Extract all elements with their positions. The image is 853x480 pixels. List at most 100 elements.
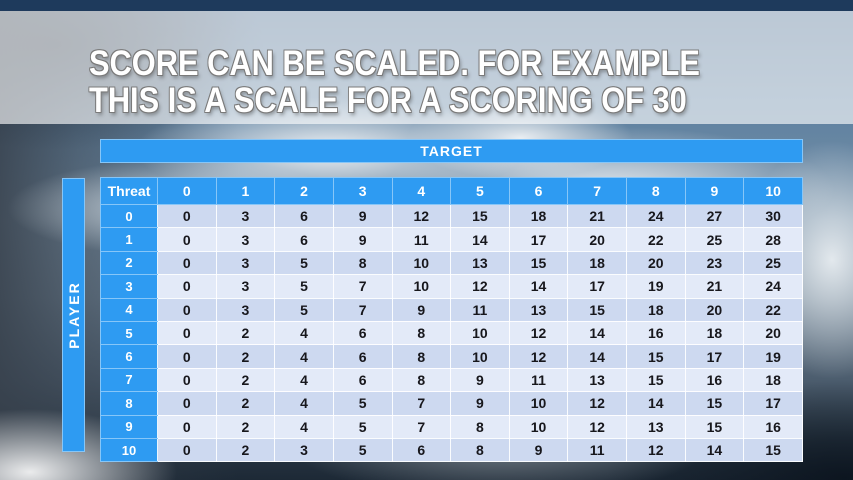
score-cell: 20 bbox=[684, 297, 745, 322]
score-cell: 25 bbox=[743, 250, 803, 276]
score-cell: 0 bbox=[157, 250, 217, 276]
score-cell: 0 bbox=[157, 414, 217, 439]
score-cell: 6 bbox=[332, 320, 393, 346]
threat-corner-header: Threat bbox=[100, 177, 158, 205]
score-cell: 4 bbox=[274, 344, 334, 369]
score-cell: 14 bbox=[567, 344, 627, 369]
target-column-header: 0 bbox=[157, 177, 217, 205]
score-cell: 17 bbox=[684, 344, 745, 369]
score-cell: 8 bbox=[450, 437, 510, 463]
score-cell: 6 bbox=[332, 367, 393, 393]
score-cell: 19 bbox=[626, 274, 686, 299]
score-cell: 18 bbox=[508, 203, 569, 229]
score-cell: 7 bbox=[391, 414, 452, 439]
score-cell: 15 bbox=[626, 367, 686, 393]
player-row-header: 6 bbox=[100, 344, 158, 369]
score-cell: 14 bbox=[684, 437, 745, 463]
score-cell: 21 bbox=[567, 203, 627, 229]
score-cell: 15 bbox=[684, 414, 745, 439]
score-cell: 6 bbox=[274, 203, 334, 229]
player-label: PLAYER bbox=[65, 281, 82, 349]
score-cell: 15 bbox=[450, 203, 510, 229]
score-cell: 3 bbox=[215, 250, 276, 276]
score-cell: 6 bbox=[274, 227, 334, 252]
score-cell: 24 bbox=[626, 203, 686, 229]
player-row-header: 2 bbox=[100, 250, 158, 276]
score-cell: 2 bbox=[215, 344, 276, 369]
score-cell: 4 bbox=[274, 391, 334, 416]
score-cell: 0 bbox=[157, 344, 217, 369]
score-cell: 16 bbox=[684, 367, 745, 393]
target-axis-header: TARGET bbox=[100, 139, 803, 163]
score-cell: 10 bbox=[508, 391, 569, 416]
player-row-header: 8 bbox=[100, 391, 158, 416]
table-row: 9 0 2 4 5 7 8 10 12 13 15 16 bbox=[100, 414, 803, 439]
score-cell: 14 bbox=[508, 274, 569, 299]
score-cell: 5 bbox=[332, 414, 393, 439]
score-cell: 14 bbox=[450, 227, 510, 252]
score-cell: 8 bbox=[450, 414, 510, 439]
score-cell: 4 bbox=[274, 367, 334, 393]
score-cell: 19 bbox=[743, 344, 803, 369]
score-cell: 17 bbox=[743, 391, 803, 416]
score-cell: 15 bbox=[743, 437, 803, 463]
score-cell: 8 bbox=[391, 367, 452, 393]
target-column-header: 10 bbox=[743, 177, 803, 205]
slide-title: SCORE CAN BE SCALED. FOR EXAMPLE THIS IS… bbox=[89, 45, 783, 119]
target-column-header: 2 bbox=[274, 177, 334, 205]
score-cell: 6 bbox=[391, 437, 452, 463]
score-cell: 3 bbox=[274, 437, 334, 463]
player-row-header: 9 bbox=[100, 414, 158, 439]
score-cell: 13 bbox=[626, 414, 686, 439]
score-cell: 7 bbox=[391, 391, 452, 416]
score-cell: 13 bbox=[508, 297, 569, 322]
top-accent-bar bbox=[0, 0, 853, 11]
table-row: 7 0 2 4 6 8 9 11 13 15 16 18 bbox=[100, 367, 803, 393]
score-cell: 2 bbox=[215, 391, 276, 416]
score-cell: 13 bbox=[567, 367, 627, 393]
score-cell: 28 bbox=[743, 227, 803, 252]
score-cell: 15 bbox=[626, 344, 686, 369]
score-cell: 0 bbox=[157, 367, 217, 393]
score-cell: 5 bbox=[332, 437, 393, 463]
player-axis-header: PLAYER bbox=[62, 178, 85, 452]
table-row: 0 0 3 6 9 12 15 18 21 24 27 30 bbox=[100, 203, 803, 229]
score-cell: 18 bbox=[743, 367, 803, 393]
player-row-header: 5 bbox=[100, 320, 158, 346]
score-cell: 0 bbox=[157, 391, 217, 416]
score-cell: 27 bbox=[684, 203, 745, 229]
scoring-table: Threat 0 1 2 3 4 5 6 7 8 9 10 0 0 3 6 9 12 15 18 21 24 27 30 1 0 3… bbox=[100, 177, 803, 463]
score-cell: 15 bbox=[508, 250, 569, 276]
score-cell: 15 bbox=[684, 391, 745, 416]
score-cell: 10 bbox=[391, 250, 452, 276]
score-cell: 12 bbox=[508, 344, 569, 369]
table-row: 4 0 3 5 7 9 11 13 15 18 20 22 bbox=[100, 297, 803, 322]
score-cell: 8 bbox=[332, 250, 393, 276]
score-cell: 0 bbox=[157, 297, 217, 322]
score-cell: 9 bbox=[508, 437, 569, 463]
score-cell: 12 bbox=[391, 203, 452, 229]
target-column-header: 1 bbox=[215, 177, 276, 205]
score-cell: 10 bbox=[391, 274, 452, 299]
score-cell: 17 bbox=[508, 227, 569, 252]
player-row-header: 10 bbox=[100, 437, 158, 463]
score-cell: 0 bbox=[157, 437, 217, 463]
score-cell: 0 bbox=[157, 227, 217, 252]
table-header-row: Threat 0 1 2 3 4 5 6 7 8 9 10 bbox=[100, 177, 803, 205]
score-cell: 4 bbox=[274, 320, 334, 346]
score-cell: 7 bbox=[332, 274, 393, 299]
player-row-header: 4 bbox=[100, 297, 158, 322]
score-cell: 12 bbox=[450, 274, 510, 299]
score-cell: 0 bbox=[157, 320, 217, 346]
score-cell: 10 bbox=[450, 344, 510, 369]
score-cell: 13 bbox=[450, 250, 510, 276]
score-cell: 5 bbox=[274, 297, 334, 322]
score-cell: 11 bbox=[567, 437, 627, 463]
score-cell: 22 bbox=[626, 227, 686, 252]
score-cell: 14 bbox=[567, 320, 627, 346]
score-cell: 21 bbox=[684, 274, 745, 299]
score-cell: 0 bbox=[157, 203, 217, 229]
score-cell: 20 bbox=[743, 320, 803, 346]
score-cell: 0 bbox=[157, 274, 217, 299]
target-column-header: 5 bbox=[450, 177, 510, 205]
